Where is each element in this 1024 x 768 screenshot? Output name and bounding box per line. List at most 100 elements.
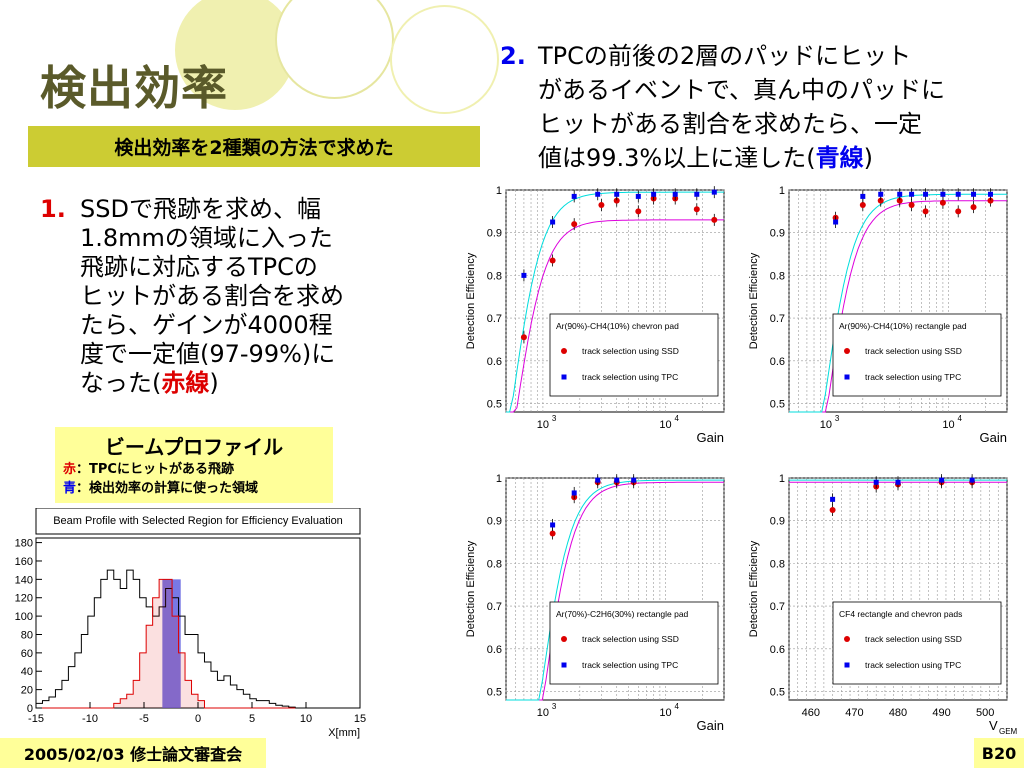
plot-legend-ssd-marker <box>844 348 850 354</box>
plot-point-ssd <box>859 201 866 208</box>
plot-point-ssd <box>922 208 929 215</box>
beam-profile-legend: ビームプロファイル 赤：TPCにヒットがある飛跡 青：検出効率の計算に使った領域 <box>55 427 333 503</box>
point-2-number: 2. <box>500 42 526 70</box>
beam-blue-text: ：検出効率の計算に使った領域 <box>76 481 259 496</box>
plot-point-tpc <box>878 191 884 197</box>
plot-ytick-label: 0.5 <box>487 686 502 698</box>
plot-legend-label: track selection using TPC <box>582 660 678 670</box>
point-1-number: 1. <box>40 195 66 223</box>
plot-xtick-label: 10 <box>537 419 549 431</box>
plot-ytick-label: 0.9 <box>770 516 785 528</box>
hist-red-series <box>36 578 296 709</box>
hist-ytick-label: 100 <box>15 611 33 623</box>
plot-ytick-label: 0.9 <box>770 228 785 240</box>
plot-point-ssd <box>877 197 884 204</box>
plot-point-tpc <box>595 191 601 197</box>
point-1-line-6: 度で一定値(97-99%)に <box>80 340 336 368</box>
plot-xtick-label: 10 <box>659 707 671 719</box>
plot-legend-label: track selection using SSD <box>865 346 962 356</box>
beam-blue-line: 青：検出効率の計算に使った領域 <box>55 479 333 498</box>
plot-xtick-label: 10 <box>820 419 832 431</box>
hist-ytick-label: 80 <box>21 629 33 641</box>
plot-xlabel: Gain <box>697 718 724 733</box>
plot-ytick-label: 0.8 <box>770 270 785 282</box>
hist-ytick-label: 40 <box>21 666 33 678</box>
hist-xtick-label: 15 <box>354 713 366 725</box>
plot-ytick-label: 0.8 <box>770 558 785 570</box>
plot-point-tpc <box>860 193 866 199</box>
plot-point-tpc <box>940 191 946 197</box>
plot-point-tpc <box>631 477 637 483</box>
plot-point-ssd <box>549 257 556 264</box>
plot-legend-tpc-marker <box>561 374 567 380</box>
plot-ytick-label: 1 <box>779 185 785 197</box>
plot-fit-curve <box>506 219 724 413</box>
plot-ytick-label: 0.7 <box>770 313 785 325</box>
plot-legend-label: track selection using SSD <box>865 634 962 644</box>
plot-ytick-label: 0.8 <box>487 270 502 282</box>
plot-ytick-label: 0.6 <box>487 356 502 368</box>
point-1-last-suffix: ) <box>209 369 219 397</box>
plot-ytick-label: 0.8 <box>487 558 502 570</box>
plot-legend-label: track selection using SSD <box>582 346 679 356</box>
point-1-highlight: 赤線 <box>161 369 210 397</box>
hist-frame <box>35 537 361 709</box>
plot-point-tpc <box>694 191 700 197</box>
plot-ytick-label: 0.6 <box>770 644 785 656</box>
plot-fit-curve <box>789 200 1007 413</box>
point-2-line-1: TPCの前後の2層のパッドにヒット <box>538 42 912 70</box>
point-1: 1. SSDで飛跡を求め、幅 1.8mmの領域に入った 飛跡に対応するTPCの … <box>40 195 400 415</box>
plot-ytick-label: 0.6 <box>487 644 502 656</box>
plot-legend-ssd-marker <box>561 348 567 354</box>
plot-ytick-label: 0.7 <box>487 601 502 613</box>
plot-ytick-label: 0.5 <box>770 686 785 698</box>
hist-xtick-label: 10 <box>300 713 312 725</box>
plot-point-ssd <box>693 206 700 213</box>
plot-ytick-label: 0.9 <box>487 228 502 240</box>
beam-red-line: 赤：TPCにヒットがある飛跡 <box>55 460 333 479</box>
plot-xtick-label: 10 <box>659 419 671 431</box>
hist-ytick-label: 20 <box>21 685 33 697</box>
beam-blue-key: 青 <box>63 481 77 496</box>
plot-cf4: 0.5 0.6 0.7 0.8 0.9 1 460 470 480 490 500 Detection… <box>748 473 1017 736</box>
plot-point-tpc <box>895 479 901 485</box>
point-1-line-2: 1.8mmの領域に入った <box>80 224 333 252</box>
plot-legend-ssd-marker <box>844 636 850 642</box>
hist-blue-band <box>162 579 181 708</box>
footer-date: 2005/02/03 修士論文審査会 <box>0 738 266 768</box>
plot-xtick-label: 490 <box>932 707 950 719</box>
plot-ylabel: Detection Efficiency <box>465 540 477 637</box>
plot-legend-title: CF4 rectangle and chevron pads <box>839 609 962 619</box>
subtitle-bar: 検出効率を2種類の方法で求めた <box>28 126 480 167</box>
hist-ytick-label: 140 <box>15 574 33 586</box>
plot-point-ssd <box>896 197 903 204</box>
decor-circle-left <box>175 0 295 110</box>
plot-ylabel: Detection Efficiency <box>748 252 760 349</box>
plot-point-tpc <box>550 522 556 528</box>
plot-xtick-exponent: 4 <box>675 702 680 711</box>
plot-xtick-label: 480 <box>889 707 907 719</box>
plot-point-tpc <box>833 219 839 225</box>
plot-point-tpc <box>571 193 577 199</box>
decor-circle-right <box>390 5 499 114</box>
plot-point-tpc <box>635 193 641 199</box>
plot-ytick-label: 1 <box>779 473 785 485</box>
hist-black-series <box>35 569 296 708</box>
hist-title-box <box>35 508 361 535</box>
plot-point-ssd <box>955 208 962 215</box>
plot-legend-box <box>832 313 1002 397</box>
point-2-line-4: 値は99.3%以上に達した(青線) <box>538 144 873 173</box>
hist-xtick-label: -15 <box>28 713 44 725</box>
footer-page-text: B20 <box>981 743 1017 763</box>
point-2-line-3: ヒットがある割合を求めたら、一定 <box>538 110 922 138</box>
plot-legend-label: track selection using TPC <box>582 372 678 382</box>
plot-legend-tpc-marker <box>844 374 850 380</box>
plot-xlabel: Gain <box>980 430 1007 445</box>
plot-point-tpc <box>711 189 717 195</box>
plot-xtick-label: 10 <box>942 419 954 431</box>
plot-point-tpc <box>939 477 945 483</box>
plot-point-ssd <box>613 197 620 204</box>
plot-point-ssd <box>571 221 578 228</box>
plot-xtick-exponent: 3 <box>552 702 557 711</box>
plot-point-tpc <box>595 477 601 483</box>
